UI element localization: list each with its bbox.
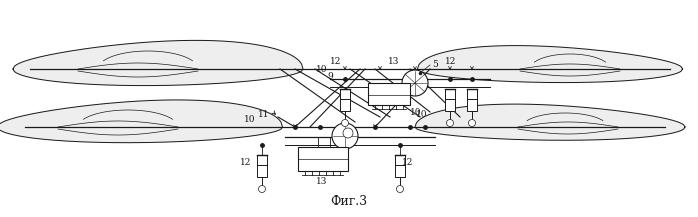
Text: 10: 10: [316, 65, 327, 74]
Text: 11: 11: [258, 110, 269, 119]
Text: 12: 12: [445, 57, 456, 66]
Bar: [395, 155, 405, 177]
Bar: [257, 155, 267, 177]
Circle shape: [332, 123, 358, 149]
Bar: [298, 147, 348, 171]
Text: 12: 12: [402, 158, 413, 167]
Circle shape: [402, 70, 428, 96]
Text: 9: 9: [327, 72, 333, 81]
Text: 10: 10: [416, 110, 427, 119]
Polygon shape: [415, 104, 685, 140]
Text: 13: 13: [316, 177, 327, 186]
Bar: [340, 89, 350, 111]
Text: 12: 12: [240, 158, 251, 167]
Text: 10: 10: [244, 115, 255, 124]
Text: 10: 10: [410, 108, 422, 117]
Polygon shape: [417, 46, 683, 82]
Polygon shape: [13, 40, 303, 85]
Circle shape: [468, 120, 475, 127]
Circle shape: [396, 186, 403, 192]
Circle shape: [258, 186, 265, 192]
Text: 13: 13: [388, 57, 399, 66]
Text: 5: 5: [432, 60, 438, 69]
Circle shape: [343, 128, 353, 138]
Text: Фиг.3: Фиг.3: [330, 195, 368, 208]
Circle shape: [341, 120, 348, 127]
Bar: [445, 89, 455, 111]
Polygon shape: [0, 100, 283, 143]
Bar: [368, 83, 410, 105]
Circle shape: [447, 120, 454, 127]
Bar: [467, 89, 477, 111]
Text: 12: 12: [330, 57, 341, 66]
